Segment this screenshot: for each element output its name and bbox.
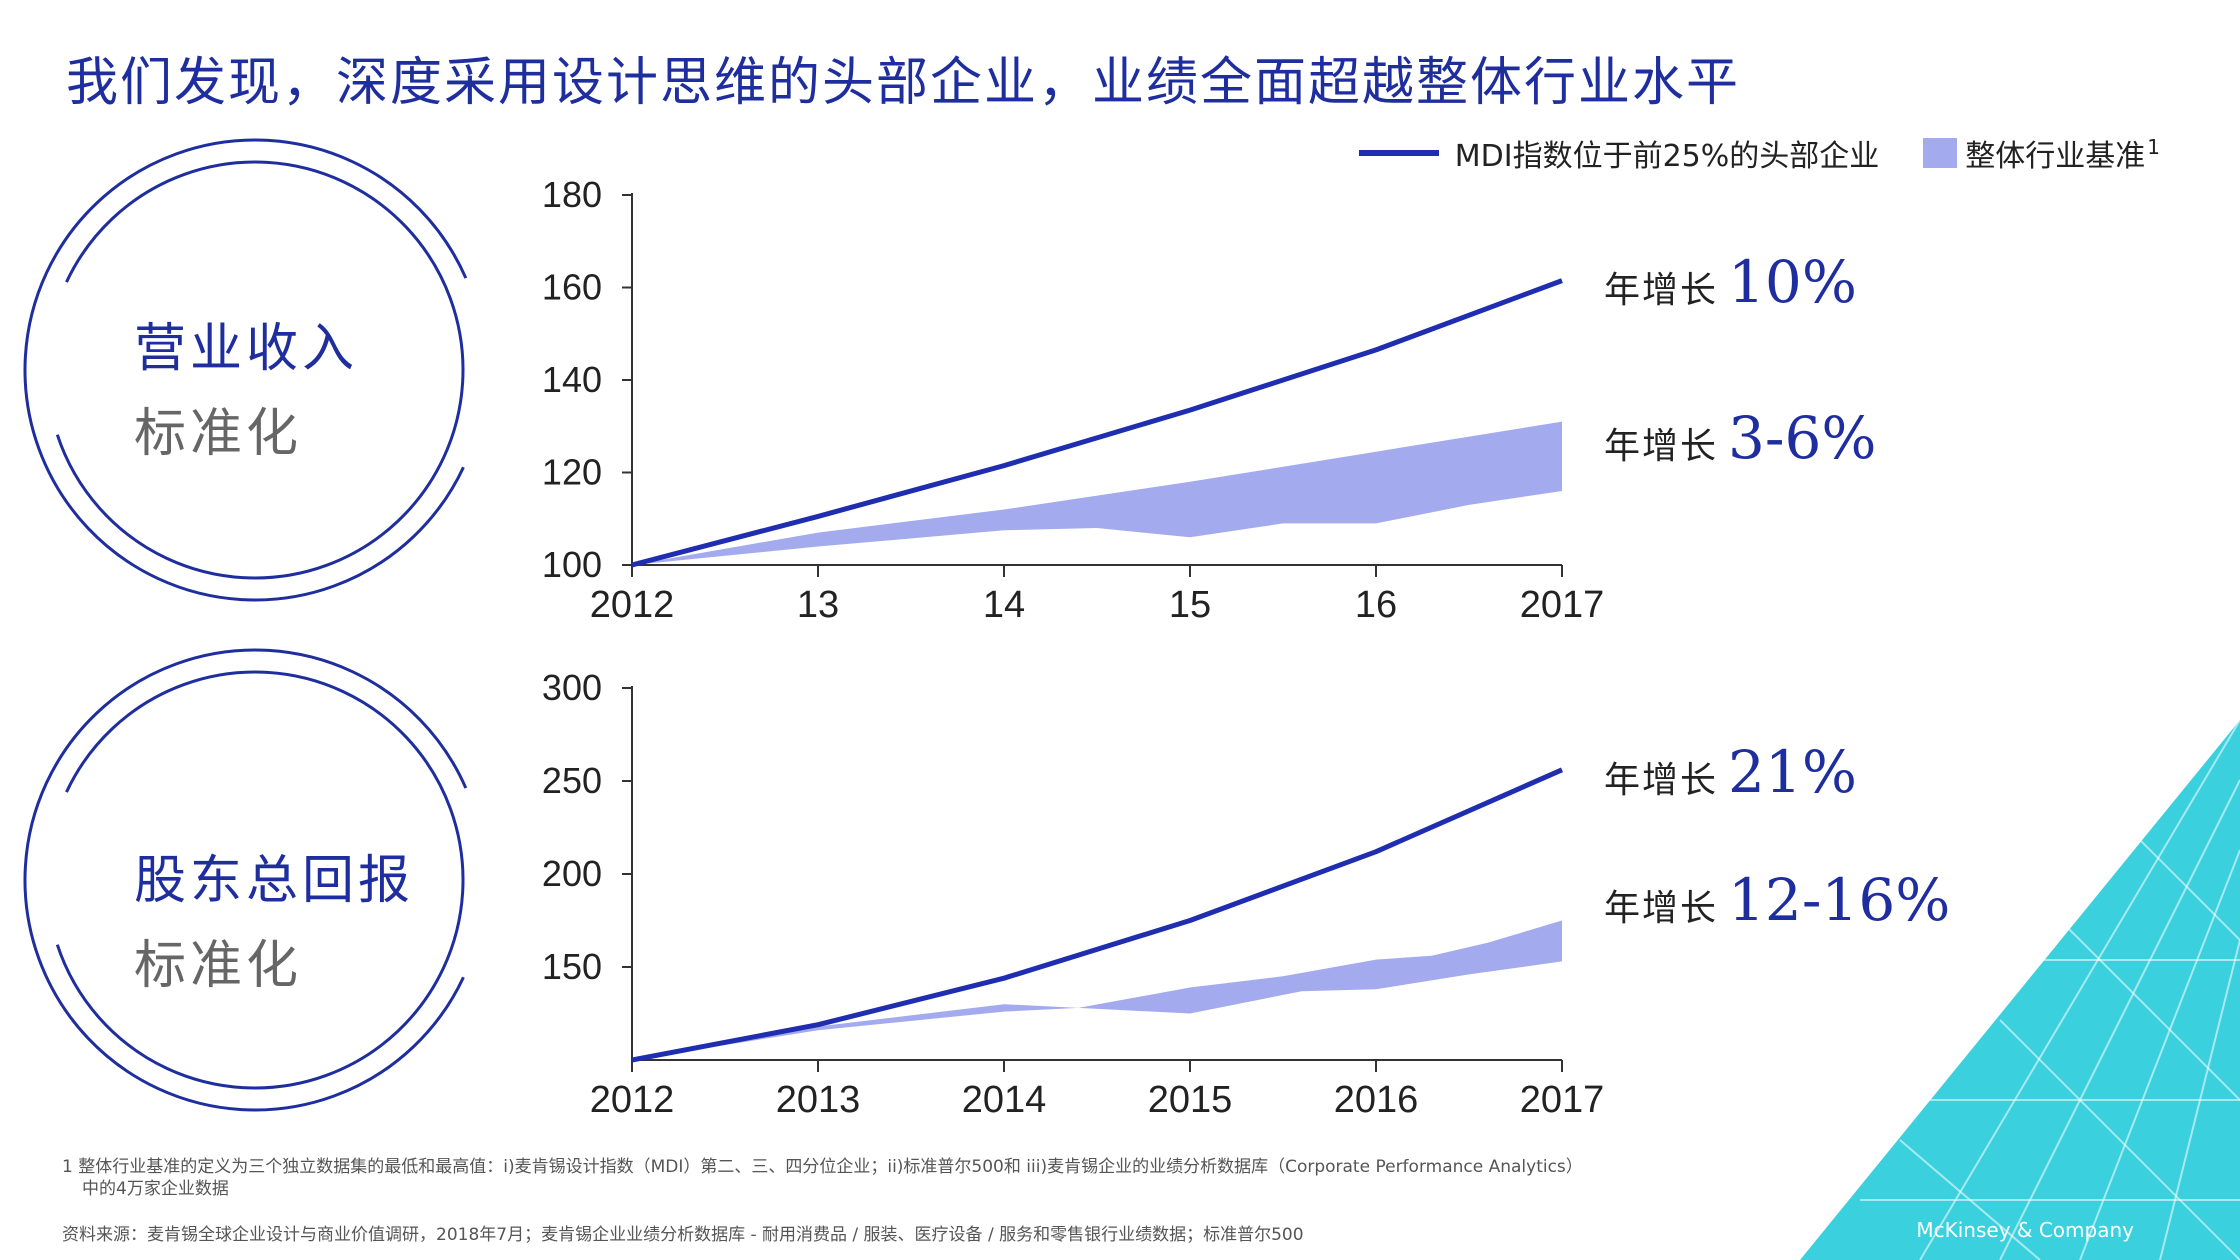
x-tick-label: 2016 — [1334, 1079, 1419, 1121]
y-tick-label: 300 — [542, 667, 602, 708]
legend-industry-label: 整体行业基准 — [1965, 139, 2146, 174]
y-tick-label: 100 — [542, 544, 602, 585]
y-tick-label: 160 — [542, 267, 602, 308]
growth-prefix: 年增长 — [1604, 888, 1719, 929]
growth-prefix: 年增长 — [1604, 426, 1719, 467]
y-tick-label: 250 — [542, 760, 602, 801]
legend-footnote-marker: 1 — [2147, 135, 2160, 159]
x-tick-label: 13 — [797, 584, 839, 626]
y-tick-label: 150 — [542, 946, 602, 987]
tsr-industry-growth: 年增长 12-16% — [1604, 866, 1950, 934]
revenue-circle-label: 营业收入 标准化 — [134, 306, 358, 466]
growth-value: 12-16% — [1728, 866, 1951, 934]
footnote: 1 整体行业基准的定义为三个独立数据集的最低和最高值：i)麦肯锡设计指数（MDI… — [62, 1156, 1583, 1200]
brand-wordmark: McKinsey & Company — [1916, 1218, 2134, 1242]
x-tick-label: 2012 — [590, 584, 675, 626]
decorative-rings — [23, 138, 487, 1112]
legend-line-swatch — [1358, 150, 1439, 156]
x-tick-label: 2012 — [590, 1079, 675, 1121]
tsr-top-growth: 年增长 21% — [1604, 738, 1857, 806]
revenue-metric-title: 营业收入 — [134, 319, 359, 379]
revenue-metric-sub: 标准化 — [134, 404, 303, 464]
y-tick-label: 200 — [542, 853, 602, 894]
footnote-line-2: 中的4万家企业数据 — [82, 1179, 229, 1199]
tsr-metric-sub: 标准化 — [134, 936, 303, 996]
y-tick-label: 180 — [542, 174, 602, 215]
y-tick-label: 120 — [542, 452, 602, 493]
legend-top-quartile-label: MDI指数位于前25%的头部企业 — [1454, 139, 1880, 174]
top-quartile-line — [631, 278, 1563, 568]
x-tick-label: 2014 — [962, 1079, 1047, 1121]
revenue-industry-growth: 年增长 3-6% — [1604, 404, 1877, 472]
triangle-shape — [1800, 720, 2240, 1260]
growth-value: 10% — [1728, 248, 1857, 316]
x-tick-label: 14 — [983, 584, 1025, 626]
revenue-top-growth: 年增长 10% — [1604, 248, 1857, 316]
x-tick-label: 2013 — [776, 1079, 861, 1121]
growth-prefix: 年增长 — [1604, 760, 1719, 801]
industry-benchmark-band — [632, 421, 1562, 565]
x-tick-label: 15 — [1169, 584, 1211, 626]
footnote-line-1: 1 整体行业基准的定义为三个独立数据集的最低和最高值：i)麦肯锡设计指数（MDI… — [62, 1157, 1583, 1177]
growth-prefix: 年增长 — [1604, 270, 1719, 311]
tsr-chart: 300 250 200 150 2012 2013 2014 2015 2016 2017 — [542, 667, 1604, 1121]
ring-revenue — [23, 138, 487, 602]
top-quartile-line — [631, 767, 1564, 1063]
page-title: 我们发现，深度采用设计思维的头部企业，业绩全面超越整体行业水平 — [66, 53, 1741, 113]
tsr-circle-label: 股东总回报 标准化 — [134, 838, 414, 998]
chart-legend: MDI指数位于前25%的头部企业 整体行业基准 1 — [1358, 130, 2160, 176]
growth-value: 21% — [1728, 738, 1857, 806]
source-note: 资料来源：麦肯锡全球企业设计与商业价值调研，2018年7月；麦肯锡企业业绩分析数… — [62, 1225, 1304, 1245]
x-tick-label: 2017 — [1520, 584, 1605, 626]
x-tick-label: 2017 — [1520, 1079, 1605, 1121]
growth-value: 3-6% — [1728, 404, 1877, 472]
decorative-triangle — [1800, 720, 2240, 1260]
x-tick-label: 16 — [1355, 584, 1397, 626]
ring-tsr — [23, 648, 487, 1112]
x-tick-label: 2015 — [1148, 1079, 1233, 1121]
industry-benchmark-band — [632, 920, 1562, 1060]
y-tick-label: 140 — [542, 359, 602, 400]
tsr-metric-title: 股东总回报 — [134, 851, 415, 911]
legend-band-swatch — [1923, 138, 1958, 168]
